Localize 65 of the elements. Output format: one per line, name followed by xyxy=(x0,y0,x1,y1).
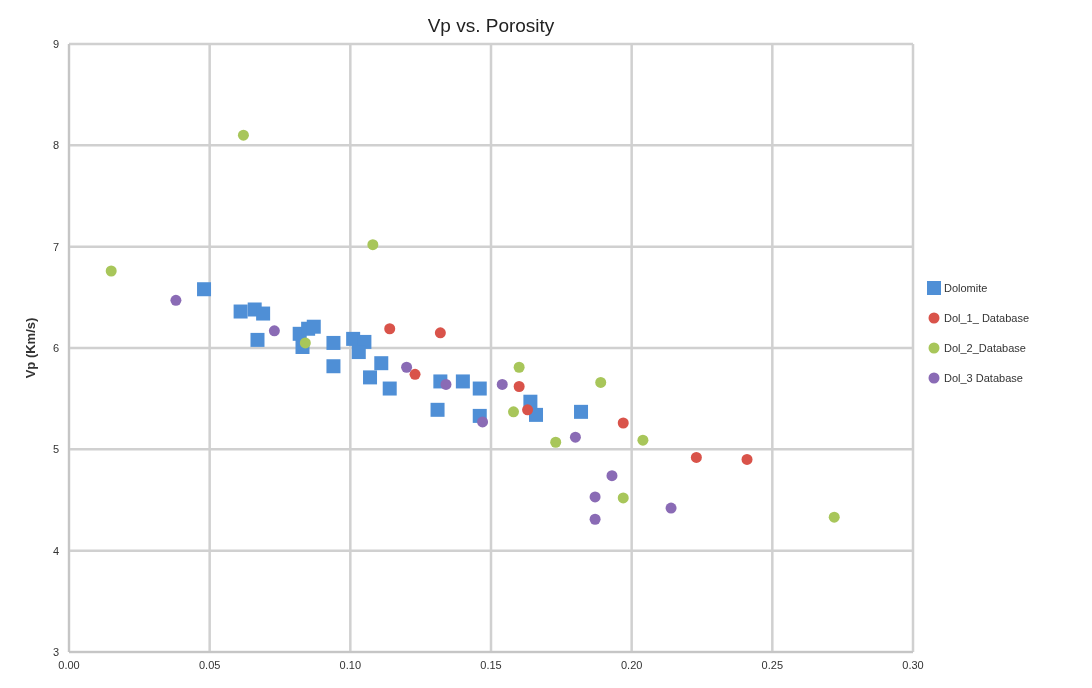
point xyxy=(589,491,601,503)
point xyxy=(617,417,629,429)
x-tick-label: 0.30 xyxy=(902,659,924,671)
point xyxy=(374,356,389,371)
point xyxy=(513,381,525,393)
y-tick-label: 8 xyxy=(52,139,59,152)
point xyxy=(256,306,271,321)
point xyxy=(440,378,452,390)
point xyxy=(363,370,378,385)
point xyxy=(828,511,840,523)
point xyxy=(268,325,280,337)
point xyxy=(477,416,489,428)
point xyxy=(455,374,470,389)
point xyxy=(105,265,117,277)
point xyxy=(434,327,446,339)
y-tick-label: 3 xyxy=(52,646,59,658)
y-tick-label: 6 xyxy=(52,342,59,354)
point xyxy=(690,451,702,463)
chart-title: Vp vs. Porosity xyxy=(427,15,555,36)
x-tick-label: 0.25 xyxy=(761,659,784,671)
point xyxy=(472,381,487,396)
legend-label: Dolomite xyxy=(944,282,988,294)
point xyxy=(665,502,677,514)
point xyxy=(430,402,445,417)
point xyxy=(237,129,249,141)
y-tick-label: 9 xyxy=(52,38,59,50)
point xyxy=(569,431,581,443)
point xyxy=(351,345,366,360)
point xyxy=(306,319,321,334)
point xyxy=(595,376,607,388)
point xyxy=(574,404,589,419)
point xyxy=(522,404,534,416)
x-tick-label: 0.05 xyxy=(198,659,221,671)
point xyxy=(741,453,753,465)
y-axis-title: Vp (Km/s) xyxy=(23,317,38,379)
point xyxy=(409,368,421,380)
point xyxy=(617,492,629,504)
x-tick-label: 0.10 xyxy=(339,659,362,671)
point xyxy=(496,378,508,390)
y-tick-label: 7 xyxy=(52,240,59,253)
point xyxy=(550,436,562,448)
point xyxy=(382,381,397,396)
point xyxy=(367,239,379,251)
legend-label: Dol_2_Database xyxy=(944,342,1026,354)
point xyxy=(401,361,413,373)
x-tick-label: 0.20 xyxy=(620,659,643,671)
point xyxy=(589,513,601,525)
legend-label: Dol_3 Database xyxy=(944,372,1023,384)
point xyxy=(384,323,396,335)
x-tick-label: 0.00 xyxy=(58,659,80,671)
y-tick-label: 4 xyxy=(52,544,59,557)
point xyxy=(233,304,248,319)
point xyxy=(197,282,212,297)
x-tick-label: 0.15 xyxy=(480,659,502,671)
point xyxy=(299,337,311,349)
point xyxy=(508,406,520,418)
legend-label: Dol_1_ Database xyxy=(944,312,1030,324)
point xyxy=(326,335,341,350)
point xyxy=(326,359,341,374)
point xyxy=(606,470,618,482)
point xyxy=(250,332,265,347)
y-tick-label: 5 xyxy=(52,443,59,456)
point xyxy=(513,361,525,373)
point xyxy=(637,434,649,446)
point xyxy=(170,294,182,306)
